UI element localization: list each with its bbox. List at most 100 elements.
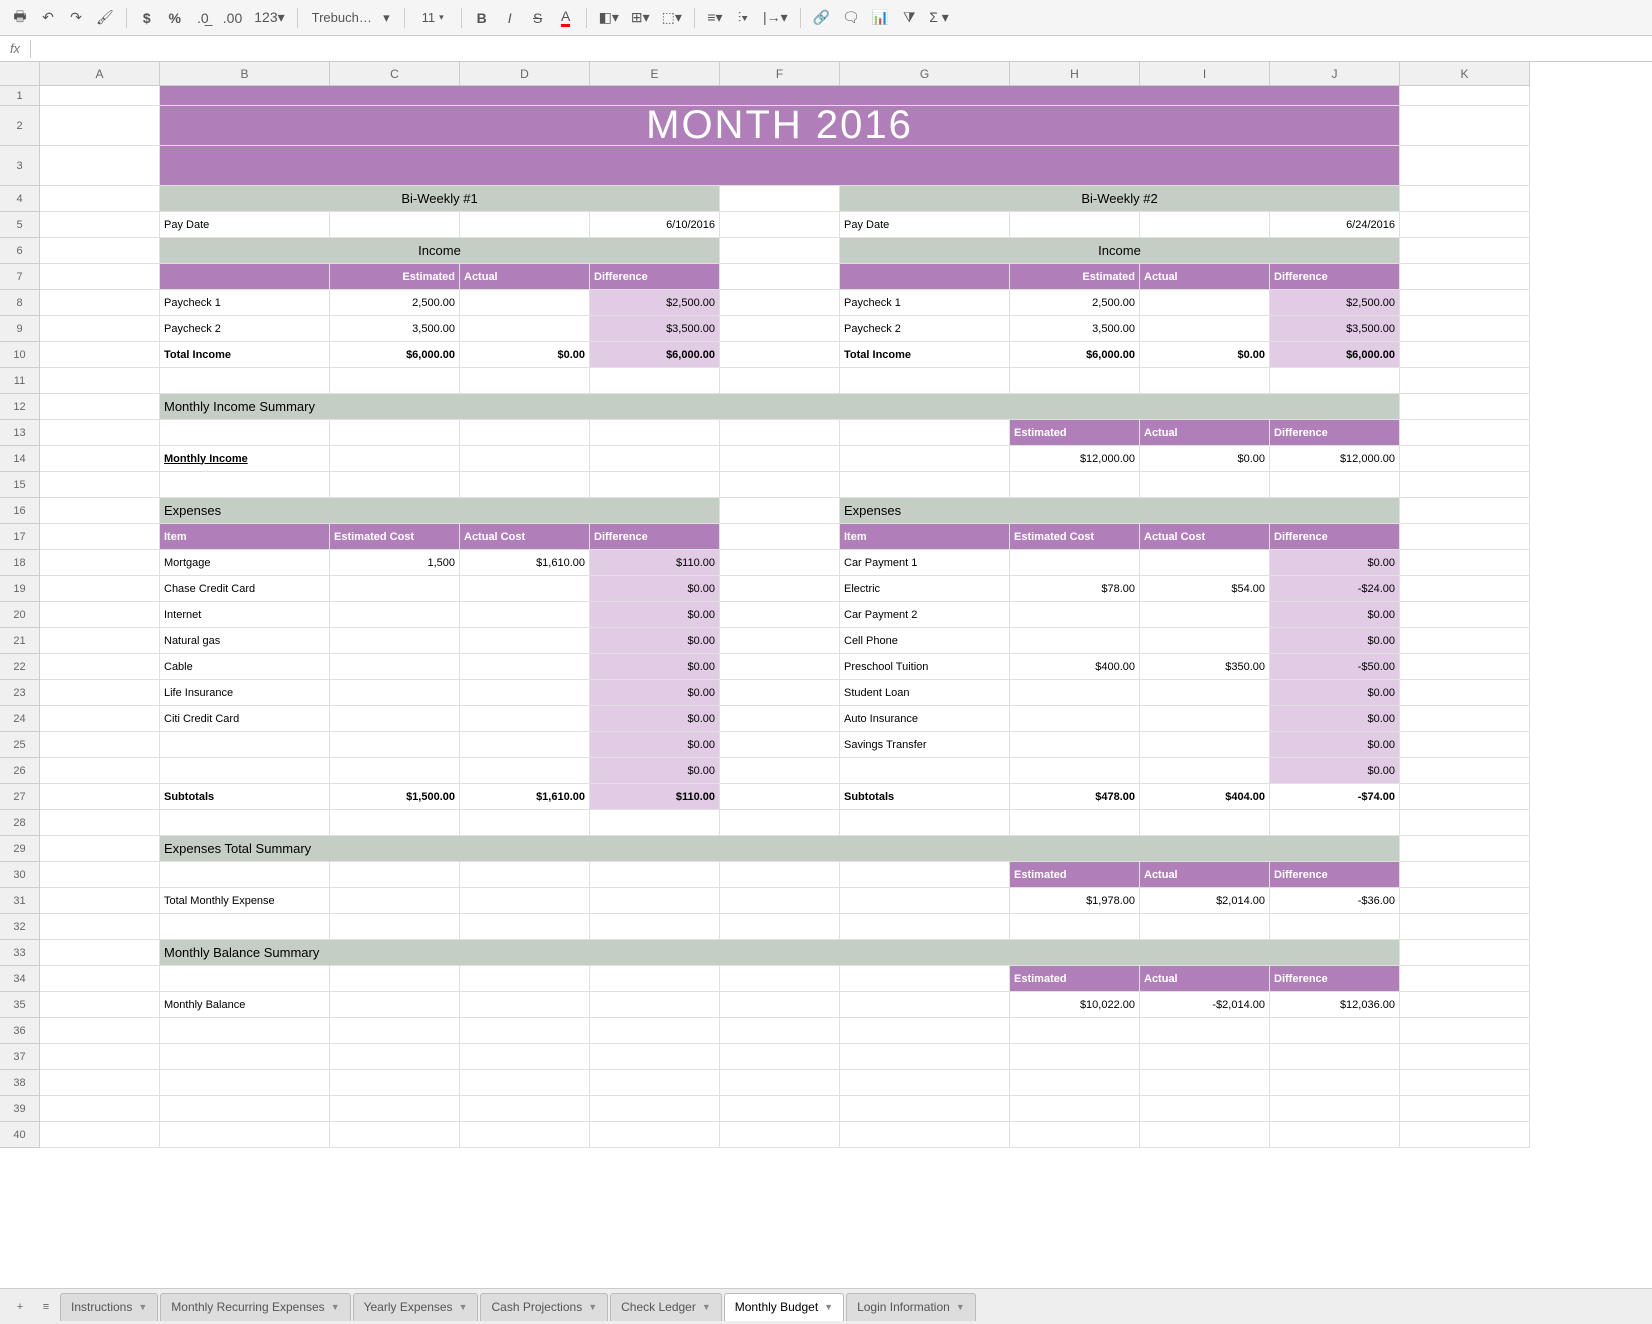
cell-C31[interactable] [330,888,460,914]
cell-H13[interactable]: Estimated [1010,420,1140,446]
cell-K24[interactable] [1400,706,1530,732]
cell-H18[interactable] [1010,550,1140,576]
col-header-K[interactable]: K [1400,62,1530,86]
cell-K13[interactable] [1400,420,1530,446]
cell-A25[interactable] [40,732,160,758]
row-header-31[interactable]: 31 [0,888,40,914]
formula-input[interactable] [31,41,1652,56]
cell-E7[interactable]: Difference [590,264,720,290]
cell-K1[interactable] [1400,86,1530,106]
row-header-1[interactable]: 1 [0,86,40,106]
cell-G19[interactable]: Electric [840,576,1010,602]
cell-B31[interactable]: Total Monthly Expense [160,888,330,914]
cell-F24[interactable] [720,706,840,732]
strike-button[interactable]: S [526,6,550,30]
undo-icon[interactable]: ↶ [36,6,60,30]
cell-D26[interactable] [460,758,590,784]
increase-decimal-button[interactable]: .00 [219,6,246,30]
cell-A21[interactable] [40,628,160,654]
cell-E23[interactable]: $0.00 [590,680,720,706]
cell-D35[interactable] [460,992,590,1018]
cell-B39[interactable] [160,1096,330,1122]
cell-A16[interactable] [40,498,160,524]
cell-H23[interactable] [1010,680,1140,706]
cell-A30[interactable] [40,862,160,888]
cell-H24[interactable] [1010,706,1140,732]
cell-F37[interactable] [720,1044,840,1070]
cell-I11[interactable] [1140,368,1270,394]
cell-C32[interactable] [330,914,460,940]
cell-A9[interactable] [40,316,160,342]
row-header-22[interactable]: 22 [0,654,40,680]
cell-K6[interactable] [1400,238,1530,264]
cell-B26[interactable] [160,758,330,784]
font-select[interactable]: Trebuch…▾ [306,6,396,30]
cell-J21[interactable]: $0.00 [1270,628,1400,654]
cell-F17[interactable] [720,524,840,550]
cell-H37[interactable] [1010,1044,1140,1070]
cell-K20[interactable] [1400,602,1530,628]
merge-icon[interactable]: ⬚▾ [658,6,686,30]
cell-G20[interactable]: Car Payment 2 [840,602,1010,628]
cell-G38[interactable] [840,1070,1010,1096]
cell-K19[interactable] [1400,576,1530,602]
cell-C22[interactable] [330,654,460,680]
cell-A32[interactable] [40,914,160,940]
sheet-tab[interactable]: Instructions▼ [60,1293,158,1321]
cell-I18[interactable] [1140,550,1270,576]
cell-D34[interactable] [460,966,590,992]
cell-D22[interactable] [460,654,590,680]
row-header-8[interactable]: 8 [0,290,40,316]
row-header-14[interactable]: 14 [0,446,40,472]
cell-H26[interactable] [1010,758,1140,784]
cell-I28[interactable] [1140,810,1270,836]
cell-I17[interactable]: Actual Cost [1140,524,1270,550]
cell-D8[interactable] [460,290,590,316]
cell-I15[interactable] [1140,472,1270,498]
cell-E18[interactable]: $110.00 [590,550,720,576]
cell-F22[interactable] [720,654,840,680]
cell-K26[interactable] [1400,758,1530,784]
cell-D40[interactable] [460,1122,590,1148]
cell-G18[interactable]: Car Payment 1 [840,550,1010,576]
cell-G17[interactable]: Item [840,524,1010,550]
col-header-H[interactable]: H [1010,62,1140,86]
sheet-tab[interactable]: Monthly Budget▼ [724,1293,844,1321]
cell-B32[interactable] [160,914,330,940]
cell-I23[interactable] [1140,680,1270,706]
cell-H21[interactable] [1010,628,1140,654]
row-header-21[interactable]: 21 [0,628,40,654]
cell-I27[interactable]: $404.00 [1140,784,1270,810]
cell-I40[interactable] [1140,1122,1270,1148]
cell-F14[interactable] [720,446,840,472]
cell-B21[interactable]: Natural gas [160,628,330,654]
cell-I37[interactable] [1140,1044,1270,1070]
cell-B7[interactable] [160,264,330,290]
row-header-33[interactable]: 33 [0,940,40,966]
cell-H25[interactable] [1010,732,1140,758]
cell-B30[interactable] [160,862,330,888]
cell-E31[interactable] [590,888,720,914]
row-header-4[interactable]: 4 [0,186,40,212]
cell-A24[interactable] [40,706,160,732]
cell-J13[interactable]: Difference [1270,420,1400,446]
cell-F31[interactable] [720,888,840,914]
cell-H20[interactable] [1010,602,1140,628]
currency-button[interactable]: $ [135,6,159,30]
cell-H11[interactable] [1010,368,1140,394]
cell-B23[interactable]: Life Insurance [160,680,330,706]
cell-D18[interactable]: $1,610.00 [460,550,590,576]
cell-G27[interactable]: Subtotals [840,784,1010,810]
row-header-39[interactable]: 39 [0,1096,40,1122]
cell-J11[interactable] [1270,368,1400,394]
cell-H38[interactable] [1010,1070,1140,1096]
cell-J31[interactable]: -$36.00 [1270,888,1400,914]
cell-K18[interactable] [1400,550,1530,576]
cell-A7[interactable] [40,264,160,290]
cell-B33[interactable]: Monthly Balance Summary [160,940,1400,966]
row-header-3[interactable]: 3 [0,146,40,186]
cell-I38[interactable] [1140,1070,1270,1096]
row-header-5[interactable]: 5 [0,212,40,238]
cell-G9[interactable]: Paycheck 2 [840,316,1010,342]
cell-E19[interactable]: $0.00 [590,576,720,602]
